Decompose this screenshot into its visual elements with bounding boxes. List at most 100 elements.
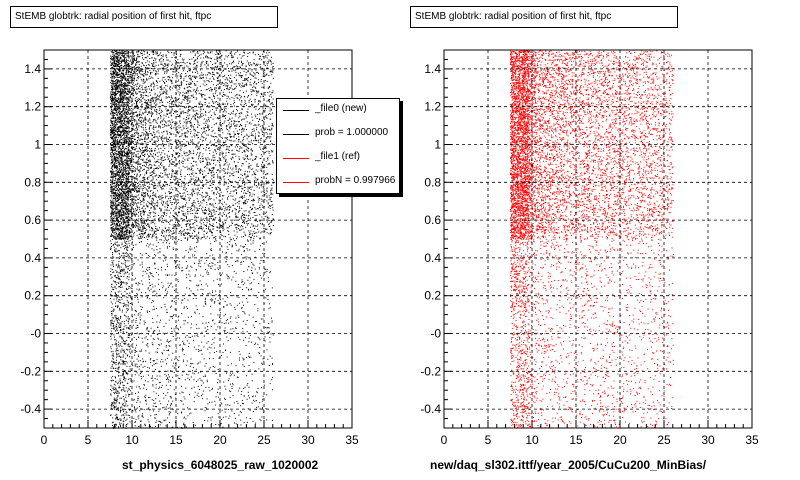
data-point (243, 52, 245, 53)
data-point (149, 94, 151, 96)
data-point (184, 189, 186, 191)
data-point (114, 98, 116, 100)
data-point (220, 59, 222, 61)
data-point (207, 127, 209, 129)
data-point (245, 69, 247, 70)
data-point (188, 109, 190, 110)
data-point (259, 66, 261, 68)
data-point (189, 122, 191, 124)
data-point (120, 119, 122, 121)
data-point (167, 158, 169, 160)
data-point (126, 125, 127, 127)
data-point (198, 132, 200, 134)
data-point (216, 148, 218, 150)
data-point (116, 100, 117, 102)
data-point (143, 165, 145, 167)
data-point (138, 122, 140, 124)
data-point (116, 72, 118, 74)
data-point (112, 129, 114, 131)
data-point (122, 205, 124, 207)
data-point (161, 234, 162, 236)
data-point (254, 54, 256, 56)
data-point (226, 161, 228, 163)
data-point (125, 112, 127, 114)
data-point (118, 146, 119, 148)
data-point (126, 191, 128, 193)
data-point (124, 130, 126, 132)
data-point (122, 209, 124, 211)
data-point (157, 55, 159, 56)
data-point (116, 132, 118, 134)
data-point (122, 214, 123, 216)
data-point (113, 97, 115, 99)
data-point (118, 68, 120, 70)
data-point (112, 162, 114, 164)
data-point (110, 51, 112, 53)
data-point (123, 171, 124, 173)
data-point (167, 235, 169, 237)
data-point (224, 172, 226, 174)
data-point (138, 233, 140, 235)
data-point (118, 60, 120, 62)
data-point (184, 176, 186, 178)
data-point (155, 236, 157, 238)
data-point (154, 67, 156, 69)
data-point (139, 71, 141, 73)
data-point (269, 197, 271, 199)
data-point (110, 64, 112, 66)
data-point (121, 80, 123, 81)
data-point (116, 238, 118, 240)
data-point (239, 200, 241, 202)
data-point (115, 198, 117, 199)
data-point (153, 62, 155, 64)
data-point (112, 130, 114, 132)
data-point (202, 157, 204, 159)
data-point (127, 70, 129, 72)
data-point (232, 195, 234, 197)
data-point (121, 59, 123, 61)
data-point (112, 144, 114, 146)
data-point (136, 209, 138, 211)
data-point (116, 106, 118, 108)
data-point (114, 189, 116, 191)
data-point (110, 200, 112, 202)
data-point (184, 96, 186, 98)
data-point (137, 53, 139, 55)
data-point (120, 154, 122, 156)
data-point (126, 120, 128, 122)
data-point (198, 227, 199, 229)
data-point (120, 213, 122, 215)
data-point (122, 77, 124, 78)
data-point (129, 227, 130, 229)
data-point (229, 63, 231, 65)
data-point (128, 134, 130, 136)
data-point (193, 189, 195, 191)
data-point (260, 203, 262, 205)
data-point (123, 191, 125, 193)
data-point (114, 127, 116, 129)
data-point (116, 167, 118, 169)
data-point (117, 192, 118, 194)
data-point (153, 70, 155, 72)
data-point (111, 211, 113, 213)
data-point (142, 192, 144, 194)
data-point (218, 182, 219, 184)
data-point (124, 139, 126, 141)
data-point (125, 143, 127, 144)
data-point (223, 163, 225, 165)
data-point (125, 207, 127, 209)
data-point (210, 145, 212, 146)
data-point (147, 114, 149, 115)
data-point (112, 83, 114, 85)
data-point (125, 228, 127, 230)
data-point (113, 140, 115, 142)
data-point (252, 86, 254, 88)
data-point (123, 193, 125, 194)
data-point (222, 227, 224, 229)
data-point (112, 93, 114, 95)
data-point (261, 112, 263, 114)
data-point (244, 145, 246, 147)
data-point (195, 179, 197, 181)
data-point (240, 112, 242, 113)
data-point (193, 223, 194, 225)
